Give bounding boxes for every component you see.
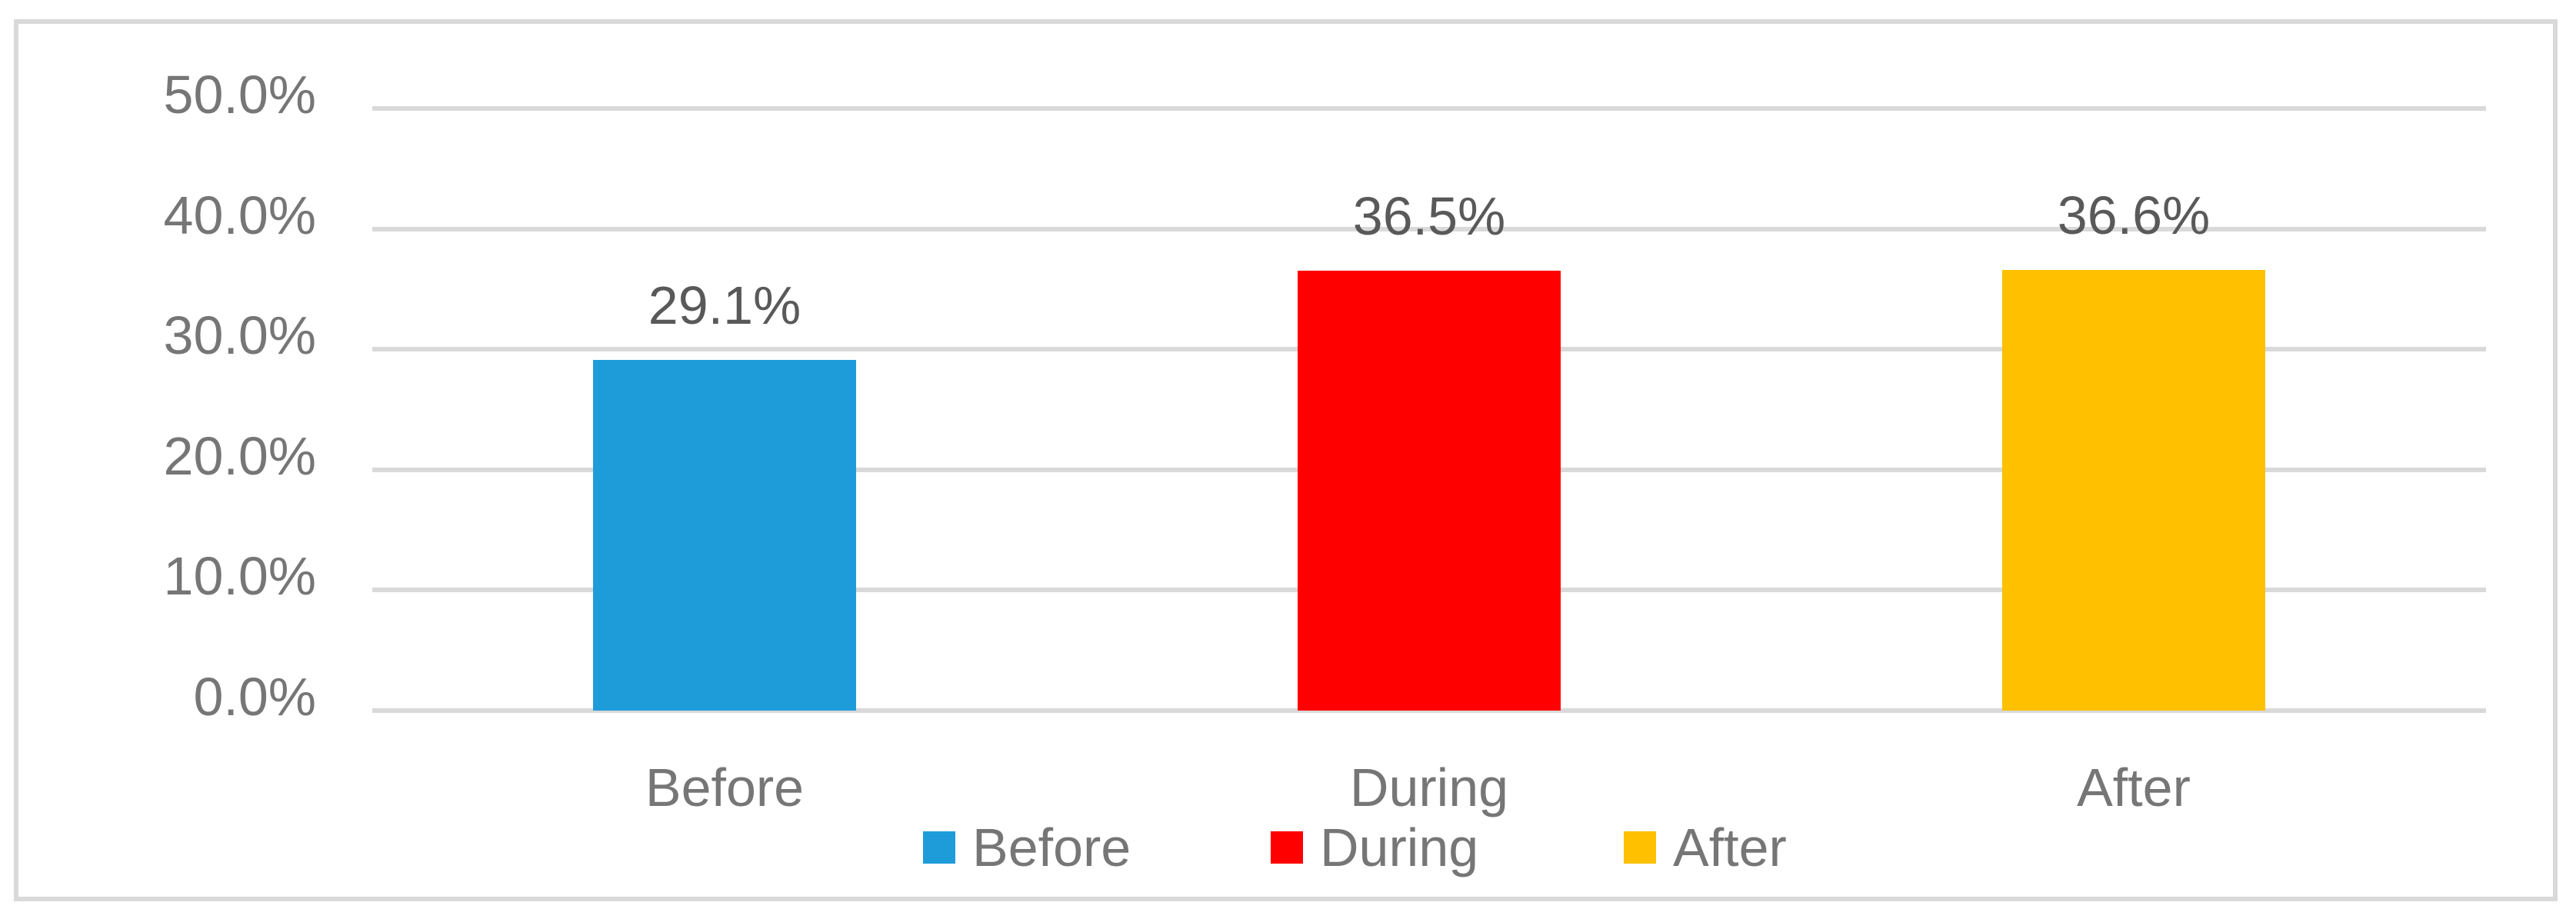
data-label-before: 29.1% <box>648 275 801 336</box>
y-tick-30: 30.0% <box>163 305 316 366</box>
y-tick-50: 50.0% <box>163 65 316 125</box>
x-axis-labels: Before During After <box>372 757 2486 818</box>
legend-swatch-before <box>923 831 955 864</box>
data-label-after: 36.6% <box>2057 185 2211 245</box>
legend-swatch-during <box>1271 831 1303 864</box>
bars-layer: 29.1% 36.5% 36.6% <box>372 108 2486 711</box>
bar-slot-during: 36.5% <box>1077 108 1781 711</box>
plot-area: 29.1% 36.5% 36.6% <box>372 106 2486 713</box>
legend-swatch-after <box>1624 831 1656 864</box>
x-label-before: Before <box>645 758 805 817</box>
y-tick-10: 10.0% <box>163 546 316 607</box>
gridline-50 <box>372 106 2486 111</box>
legend-label-during: During <box>1320 817 1479 877</box>
bar-slot-before: 29.1% <box>372 108 1077 711</box>
bar-after <box>2002 269 2265 711</box>
y-tick-20: 20.0% <box>163 425 316 486</box>
data-label-during: 36.5% <box>1352 186 1506 247</box>
y-tick-0: 0.0% <box>193 667 316 727</box>
bar-before <box>593 360 856 711</box>
legend-label-before: Before <box>972 817 1131 877</box>
bar-during <box>1298 271 1561 711</box>
bar-slot-after: 36.6% <box>1781 108 2486 711</box>
gridline-40 <box>372 226 2486 231</box>
x-label-during: During <box>1349 758 1509 817</box>
gridline-0-baseline <box>372 708 2486 713</box>
x-label-after: After <box>2077 758 2191 817</box>
chart-frame: 29.1% 36.5% 36.6% 50.0% 40.0% 30.0% 20.0… <box>14 19 2558 901</box>
legend-label-after: After <box>1673 817 1787 877</box>
y-tick-40: 40.0% <box>163 185 316 245</box>
